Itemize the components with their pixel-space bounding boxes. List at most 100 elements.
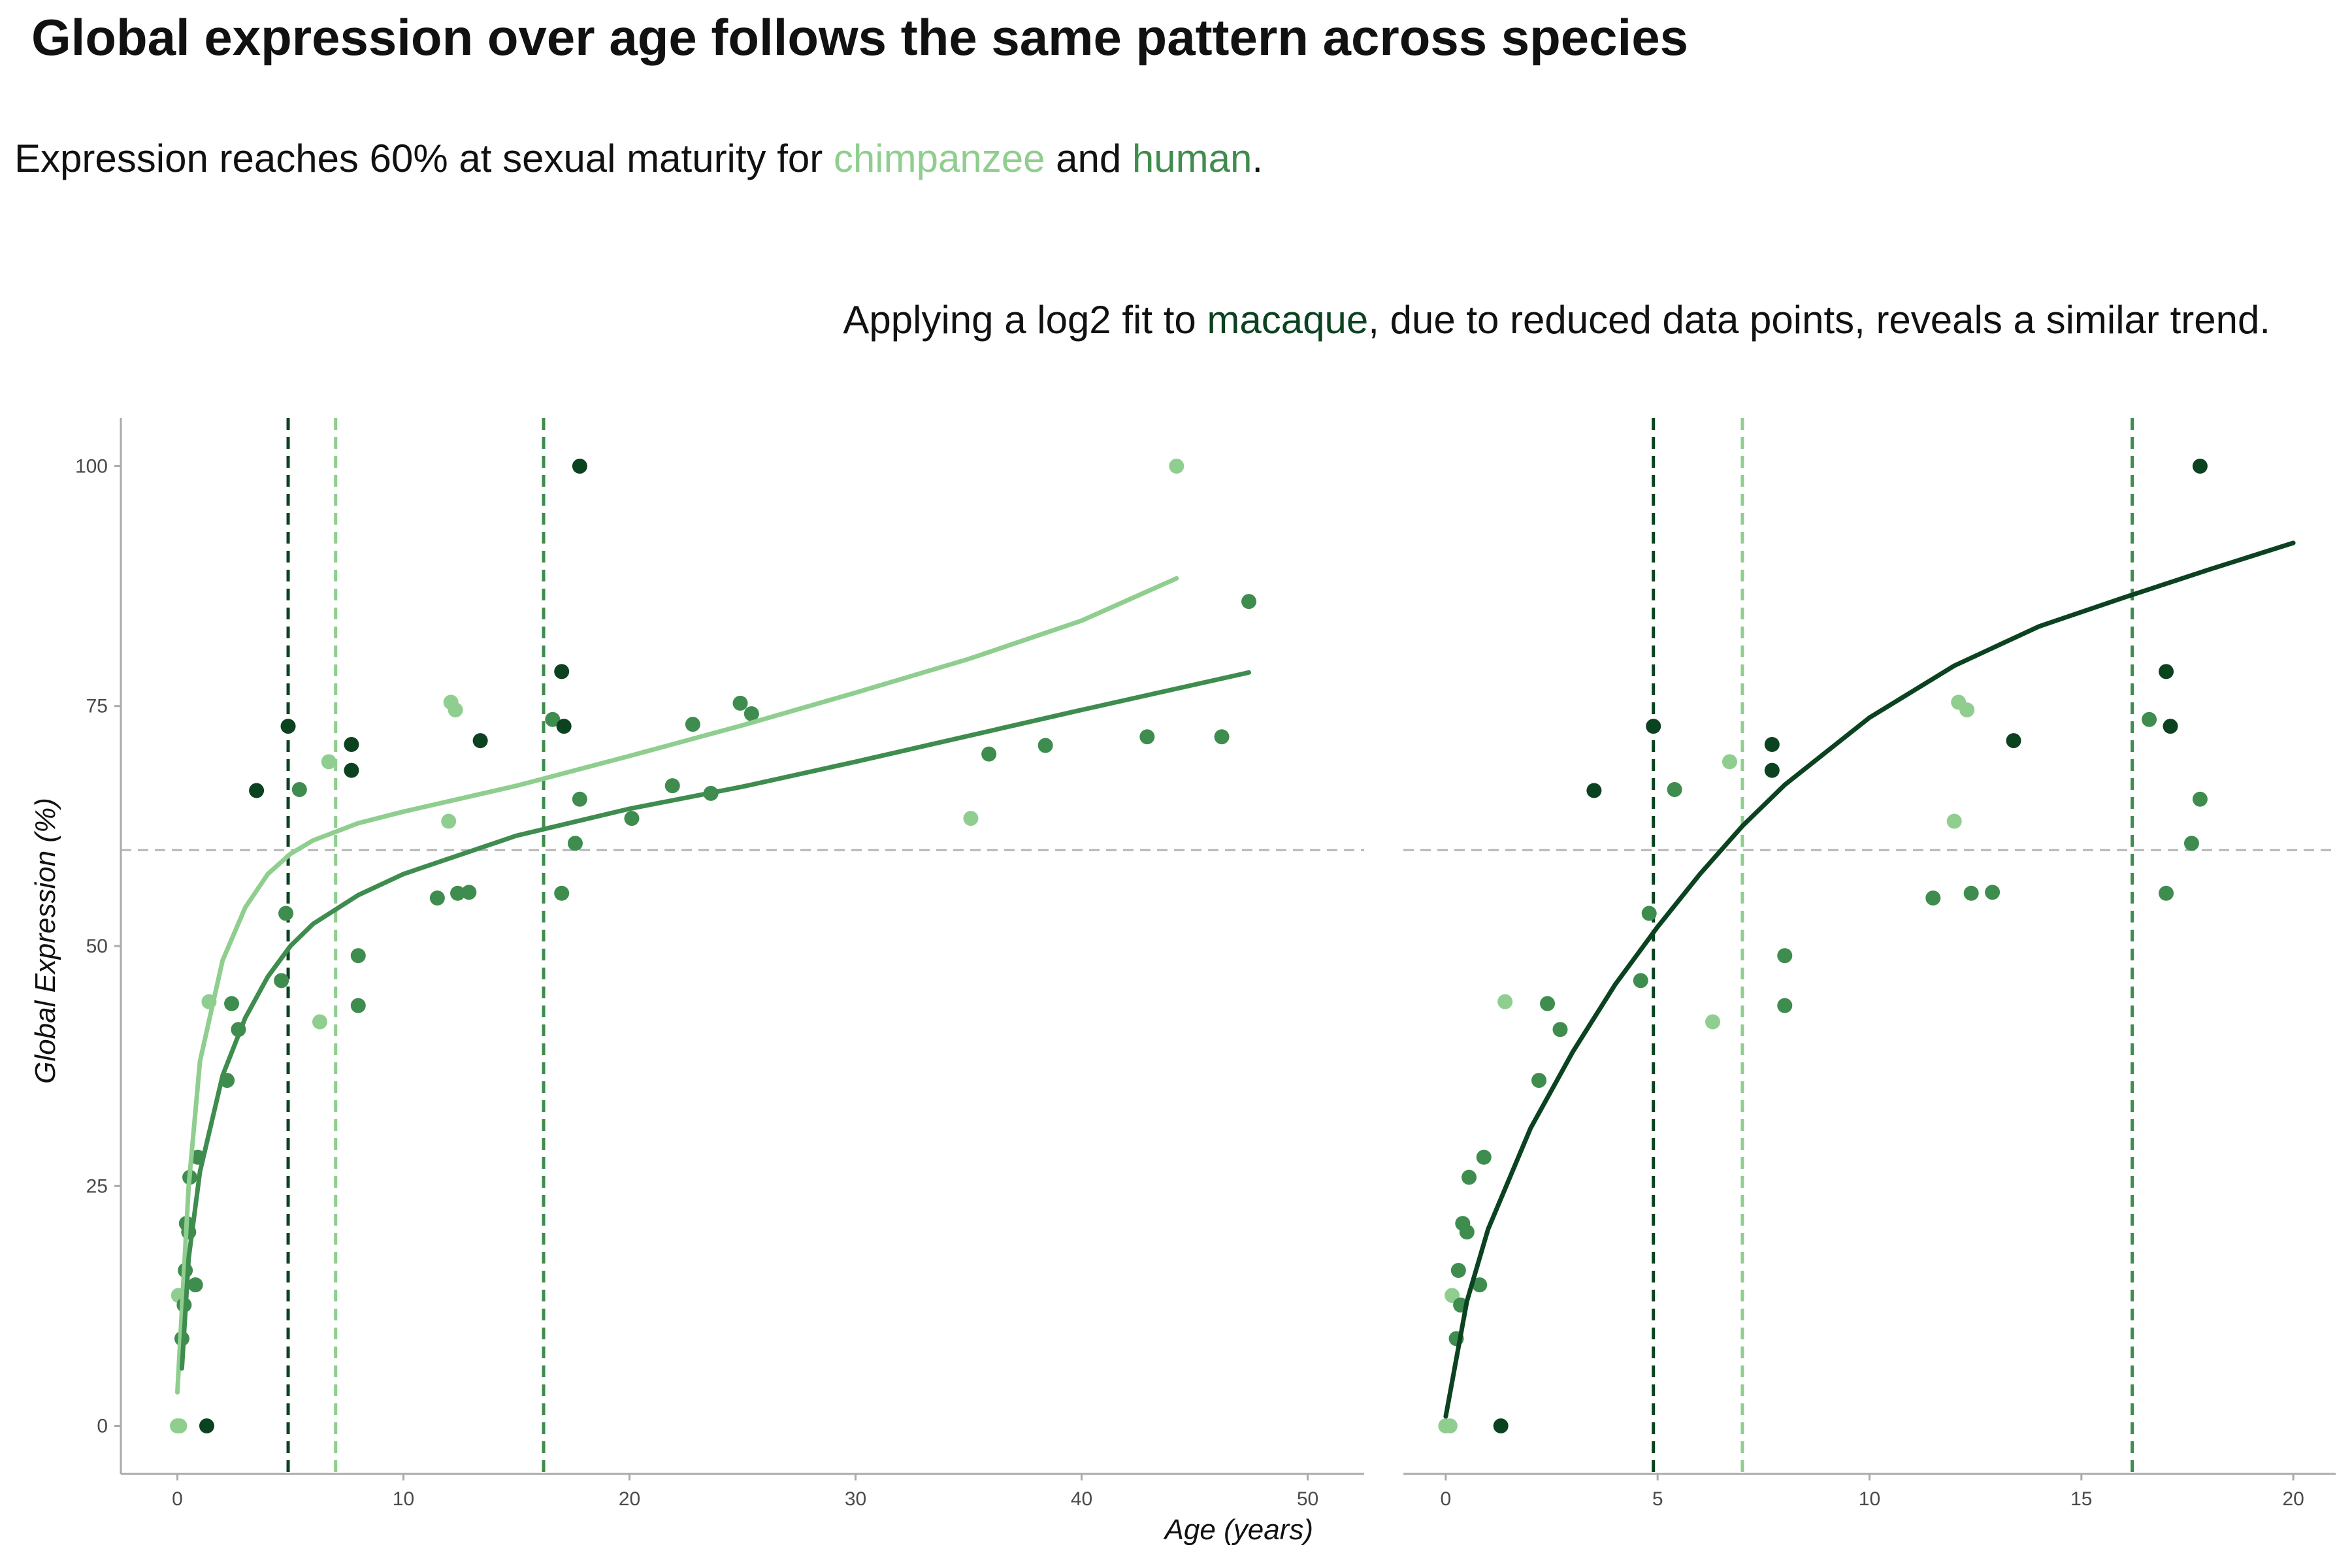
data-point-chimpanzee [1705, 1014, 1721, 1030]
data-point-chimpanzee [312, 1014, 327, 1030]
data-point-human [554, 885, 570, 901]
data-point-macaque [249, 783, 265, 798]
data-point-human [2142, 711, 2157, 727]
data-point-human [274, 973, 289, 988]
subtitle-log-fit-pre: Applying a log2 fit to [843, 298, 1207, 342]
data-point-macaque [1764, 736, 1780, 752]
data-point-human [1985, 885, 2001, 900]
data-point-human [350, 948, 366, 964]
data-point-human [1241, 594, 1257, 610]
data-point-human [1462, 1169, 1477, 1185]
data-point-chimpanzee [1946, 813, 1962, 829]
x-axis-title: Age (years) [1163, 1514, 1313, 1546]
data-point-macaque [344, 762, 359, 778]
data-point-macaque [1646, 719, 1661, 734]
data-point-macaque [1493, 1418, 1509, 1434]
data-point-human [1641, 906, 1657, 921]
y-tick-label: 50 [86, 936, 108, 957]
fit-line-chimpanzee [175, 576, 1179, 1395]
y-tick-label: 100 [75, 455, 108, 477]
x-tick-label: 10 [1859, 1488, 1880, 1510]
data-point-human [461, 885, 477, 900]
subtitle-maturity: Expression reaches 60% at sexual maturit… [14, 136, 1263, 181]
data-point-human [743, 706, 759, 721]
data-point-chimpanzee [1169, 458, 1184, 474]
data-point-macaque [344, 736, 359, 752]
fit-line-macaque [1443, 540, 2296, 1419]
data-point-human [1459, 1224, 1475, 1240]
data-point-human [429, 890, 445, 906]
data-point-chimpanzee [1722, 754, 1737, 770]
data-point-human [1667, 782, 1682, 798]
data-point-macaque [199, 1418, 214, 1434]
subtitle-macaque-word: macaque [1207, 298, 1369, 342]
data-point-chimpanzee [321, 754, 336, 770]
data-point-human [1633, 973, 1648, 988]
data-point-chimpanzee [448, 702, 463, 718]
data-point-human [188, 1277, 203, 1293]
subtitle-maturity-mid: and [1045, 137, 1132, 180]
data-point-human [1531, 1073, 1547, 1088]
data-point-macaque [2163, 719, 2178, 734]
data-point-human [2159, 885, 2174, 901]
y-tick-label: 0 [97, 1416, 108, 1437]
data-point-human [224, 996, 240, 1011]
data-point-chimpanzee [172, 1418, 188, 1434]
data-point-chimpanzee [963, 811, 979, 826]
subtitle-maturity-post: . [1252, 137, 1264, 180]
data-point-macaque [2006, 733, 2021, 749]
subtitle-human-word: human [1132, 137, 1252, 180]
subtitle-log-fit: Applying a log2 fit to macaque, due to r… [843, 297, 2270, 342]
data-point-chimpanzee [441, 813, 457, 829]
panel-full-age-range: 0 10 20 30 40 50 0 25 50 75 100 [75, 418, 1364, 1510]
data-point-macaque [1764, 762, 1780, 778]
subtitle-log-fit-post: , due to reduced data points, reveals a … [1368, 298, 2270, 342]
x-tick-label: 50 [1297, 1488, 1318, 1510]
data-point-macaque [2192, 458, 2208, 474]
data-point-chimpanzee [1959, 702, 1975, 718]
x-tick-label: 0 [1441, 1488, 1452, 1510]
subtitle-chimpanzee-word: chimpanzee [833, 137, 1045, 180]
data-point-macaque [556, 719, 572, 734]
fit-line-human [179, 670, 1251, 1371]
x-tick-label: 40 [1071, 1488, 1092, 1510]
data-point-macaque [572, 458, 587, 474]
data-point-macaque [472, 733, 488, 749]
data-point-human [450, 885, 466, 901]
x-tick-label: 20 [2282, 1488, 2304, 1510]
data-point-human [981, 746, 997, 762]
data-point-human [664, 778, 680, 794]
x-tick-label: 5 [1652, 1488, 1663, 1510]
x-tick-label: 20 [619, 1488, 640, 1510]
chart-title: Global expression over age follows the s… [31, 8, 1688, 66]
data-point-human [1777, 998, 1793, 1013]
data-point-human [1777, 948, 1793, 964]
data-point-macaque [280, 719, 296, 734]
data-point-human [732, 695, 748, 711]
data-point-human [1037, 738, 1053, 753]
data-point-chimpanzee [1497, 994, 1513, 1009]
data-point-human [1139, 729, 1155, 745]
data-point-human [572, 791, 587, 807]
data-point-human [2183, 836, 2199, 851]
data-point-human [278, 906, 294, 921]
data-point-human [350, 998, 366, 1013]
data-point-human [624, 811, 640, 826]
data-point-human [545, 711, 561, 727]
data-point-human [685, 717, 700, 732]
subtitle-maturity-pre: Expression reaches 60% at sexual maturit… [14, 137, 834, 180]
data-point-human [2192, 791, 2208, 807]
x-tick-label: 15 [2070, 1488, 2092, 1510]
data-point-human [1540, 996, 1556, 1011]
data-point-human [1552, 1022, 1568, 1037]
data-point-human [1472, 1277, 1488, 1293]
data-point-macaque [554, 664, 570, 679]
data-point-macaque [2159, 664, 2174, 679]
panel-zoomed-age-range: 0 5 10 15 20 [1403, 418, 2336, 1510]
data-point-human [1476, 1149, 1492, 1165]
data-point-human [1963, 885, 1979, 901]
x-tick-label: 10 [393, 1488, 414, 1510]
x-tick-label: 0 [172, 1488, 183, 1510]
data-point-human [567, 836, 583, 851]
